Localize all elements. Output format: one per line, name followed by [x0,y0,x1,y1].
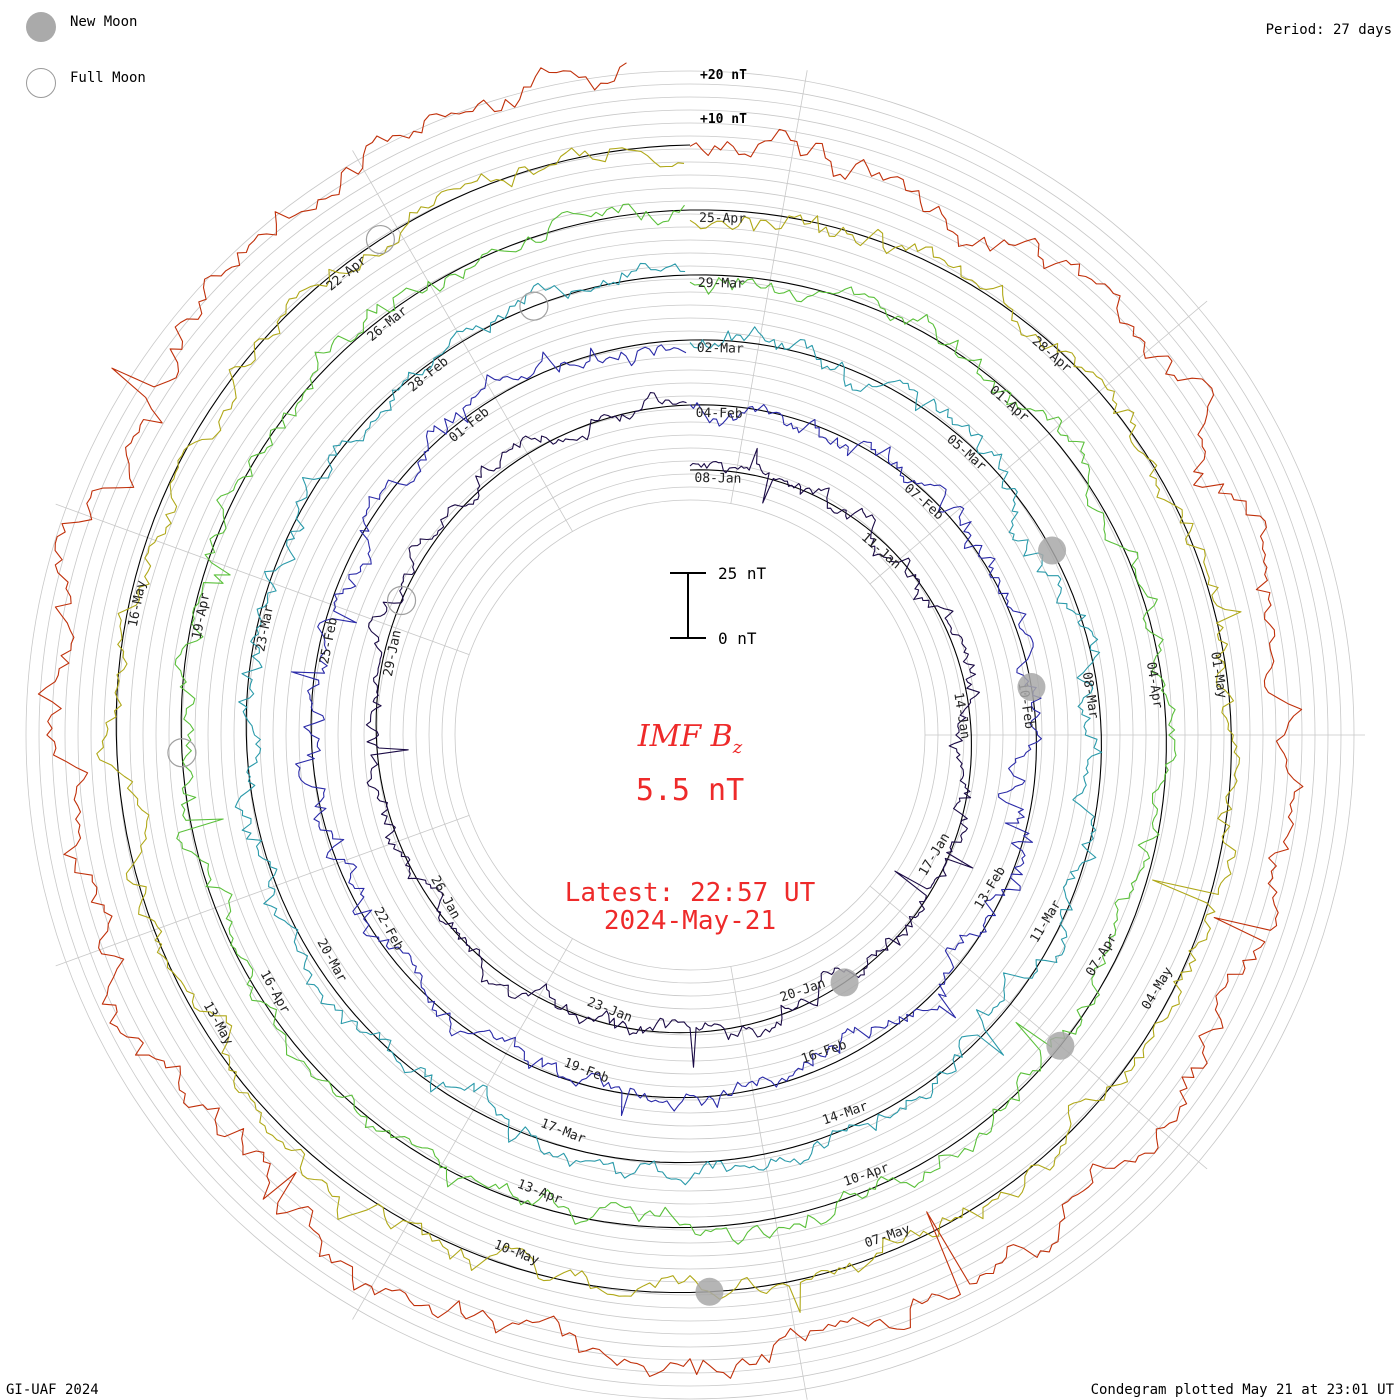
scale-bar-top-label: 25 nT [718,564,767,583]
date-label: 11-Jan [858,530,903,572]
moon-legend: New Moon Full Moon [26,10,146,122]
date-label: 08-Jan [694,471,741,487]
date-label: 25-Apr [699,211,746,227]
new-moon-marker [1038,536,1067,565]
spiral-baseline [180,209,1167,1229]
date-label: 01-Apr [986,383,1031,425]
scale-label-20: +20 nT [700,68,747,83]
grid-spoke [730,70,808,504]
full-moon-marker [386,585,417,616]
full-moon-marker [519,291,549,321]
legend-full-moon: Full Moon [26,66,146,100]
date-label: 04-May [1139,964,1176,1012]
grid-spoke [55,503,470,656]
date-label: 29-Mar [698,276,745,292]
grid-spoke [352,938,573,1320]
date-label: 13-Apr [515,1177,564,1208]
new-moon-marker [695,1277,724,1306]
date-label: 04-Apr [1143,661,1165,710]
date-label: 14-Jan [950,691,972,740]
date-label: 04-Feb [696,406,743,422]
date-label: 19-Feb [562,1056,611,1087]
cycle-trace-6 [37,62,1304,1379]
parameter-name: IMF B [637,719,733,754]
center-readout: IMF Bz 5.5 nT Latest: 22:57 UT 2024-May-… [490,720,890,936]
new-moon-marker [1046,1031,1075,1060]
date-label: 07-Feb [901,481,946,523]
date-label: 14-Mar [821,1099,870,1129]
cycle-trace-3 [234,262,1103,1186]
cycle-trace-5 [96,147,1242,1313]
legend-new-moon: New Moon [26,10,146,44]
legend-full-moon-label: Full Moon [70,70,146,86]
new-moon-marker [1017,673,1046,702]
date-label: 07-Apr [1083,931,1120,979]
date-label: 01-May [1207,651,1229,700]
spiral-baseline [310,339,1037,1099]
date-label: 17-Mar [538,1116,587,1147]
parameter-subscript: z [732,737,743,758]
date-label: 02-Mar [697,341,744,357]
latest-time-label: Latest: 22:57 UT [564,878,816,908]
date-label: 10-Apr [842,1160,891,1190]
grid-spoke [869,300,1208,585]
current-value: 5.5 nT [635,773,745,808]
latest-date-label: 2024-May-21 [603,906,777,936]
date-label: 11-Mar [1028,897,1065,945]
grid-spoke [730,966,808,1400]
date-label: 08-Mar [1079,671,1101,720]
grid-spoke [869,885,1208,1170]
spiral-baseline [245,274,1102,1164]
full-moon-icon [26,68,56,98]
cycle-trace-1 [365,392,980,1068]
scale-label-10: +10 nT [700,112,747,127]
plotted-timestamp: Condegram plotted May 21 at 23:01 UT [1090,1382,1394,1398]
date-label: 26-Mar [365,304,411,345]
date-label: 28-Feb [406,354,452,395]
parameter-title: IMF Bz [490,720,890,765]
date-label: 01-Feb [446,405,492,446]
legend-new-moon-label: New Moon [70,14,138,30]
date-label: 10-May [492,1238,541,1269]
grid-spoke [55,814,470,967]
cycle-trace-4 [174,203,1177,1245]
new-moon-marker [830,968,859,997]
new-moon-icon [26,12,56,42]
period-label: Period: 27 days [1265,22,1392,38]
date-label: 16-Feb [799,1037,848,1067]
credit-label: GI-UAF 2024 [6,1382,99,1398]
date-label: 20-Jan [778,976,827,1005]
full-moon-marker [365,224,396,255]
date-label: 22-Apr [324,253,370,294]
latest-time: Latest: 22:57 UT 2024-May-21 [490,879,890,935]
scale-bar-bottom-label: 0 nT [718,629,757,648]
date-label: 28-Apr [1029,334,1074,376]
full-moon-marker [167,738,197,768]
cycle-trace-2 [290,344,1042,1117]
date-label: 07-May [863,1222,912,1252]
